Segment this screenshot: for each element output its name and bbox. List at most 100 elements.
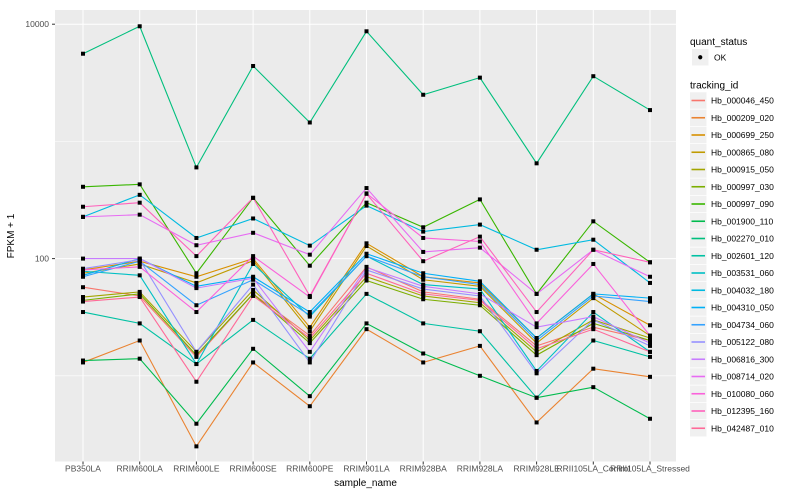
- x-tick-label: RRII105LA_Control: [556, 464, 630, 474]
- legend-entry-label: Hb_004032_180: [711, 285, 774, 295]
- legend-title-tracking-id: tracking_id: [690, 81, 738, 92]
- data-point: [421, 225, 426, 230]
- data-point: [534, 336, 539, 341]
- plot-panel: [55, 10, 676, 462]
- data-point: [534, 291, 539, 296]
- data-point: [307, 120, 312, 125]
- data-point: [591, 219, 596, 224]
- data-point: [534, 420, 539, 425]
- data-point: [534, 349, 539, 354]
- data-point: [477, 234, 482, 239]
- data-point: [421, 235, 426, 240]
- data-point: [477, 222, 482, 227]
- legend-entry-label: Hb_000915_050: [711, 165, 774, 175]
- legend-label-ok: OK: [714, 53, 727, 63]
- data-point: [81, 267, 85, 272]
- data-point: [364, 265, 369, 270]
- data-point: [534, 247, 539, 252]
- legend-entries: Hb_000046_450 Hb_000209_020 Hb_000699_250 H…: [690, 92, 774, 437]
- data-point: [251, 216, 256, 221]
- data-point: [591, 385, 596, 390]
- legend-entry-label: Hb_000865_080: [711, 147, 774, 157]
- data-point: [364, 271, 369, 276]
- ok-point-icon: [698, 55, 703, 60]
- x-axis-title: sample_name: [334, 478, 397, 489]
- data-point: [421, 92, 426, 97]
- data-point: [534, 161, 539, 166]
- data-point: [477, 303, 482, 308]
- data-point: [648, 323, 652, 328]
- data-point: [591, 293, 596, 298]
- data-point: [364, 321, 369, 326]
- data-point: [421, 293, 426, 298]
- data-point: [477, 291, 482, 296]
- x-tick-label: RRIM600LA: [117, 464, 164, 474]
- legend-entry-label: Hb_042487_010: [711, 423, 774, 433]
- data-point: [81, 51, 85, 56]
- data-point: [137, 273, 142, 278]
- data-point: [194, 444, 199, 449]
- data-point: [364, 291, 369, 296]
- data-point: [421, 271, 426, 276]
- data-point: [251, 360, 256, 365]
- data-point: [364, 186, 369, 191]
- data-point: [591, 317, 596, 322]
- data-point: [591, 327, 596, 332]
- data-point: [194, 286, 199, 291]
- data-point: [477, 287, 482, 292]
- data-point: [194, 362, 199, 367]
- data-point: [421, 297, 426, 302]
- data-point: [648, 374, 652, 379]
- data-point: [477, 279, 482, 284]
- data-point: [364, 254, 369, 259]
- data-point: [251, 293, 256, 298]
- data-point: [421, 259, 426, 264]
- data-point: [251, 230, 256, 235]
- data-point: [648, 341, 652, 346]
- data-point: [364, 278, 369, 283]
- data-point: [534, 341, 539, 346]
- data-point: [307, 325, 312, 330]
- data-point: [534, 310, 539, 315]
- data-point: [591, 321, 596, 326]
- data-point: [648, 349, 652, 354]
- data-point: [194, 165, 199, 170]
- x-tick-label: RRIM600SE: [229, 464, 277, 474]
- data-point: [194, 353, 199, 358]
- data-point: [307, 394, 312, 399]
- data-point: [364, 274, 369, 279]
- data-point: [591, 338, 596, 343]
- data-point: [137, 356, 142, 361]
- legend-entry-label: Hb_004310_050: [711, 303, 774, 313]
- data-point: [648, 280, 652, 285]
- data-point: [137, 338, 142, 343]
- data-point: [307, 313, 312, 318]
- legend-entry-label: Hb_000997_030: [711, 182, 774, 192]
- data-point: [421, 229, 426, 234]
- data-point: [421, 321, 426, 326]
- data-points: [81, 24, 652, 449]
- data-point: [251, 258, 256, 263]
- data-point: [477, 75, 482, 80]
- data-point: [81, 274, 85, 279]
- data-point: [307, 333, 312, 338]
- data-point: [251, 291, 256, 296]
- legend-entry-label: Hb_006816_300: [711, 354, 774, 364]
- data-point: [534, 338, 539, 343]
- data-point: [307, 338, 312, 343]
- data-point: [307, 310, 312, 315]
- data-point: [591, 74, 596, 79]
- data-point: [251, 256, 256, 261]
- data-point: [194, 280, 199, 285]
- data-point: [477, 239, 482, 244]
- data-point: [194, 310, 199, 315]
- data-point: [251, 282, 256, 287]
- data-point: [194, 379, 199, 384]
- data-point: [591, 366, 596, 371]
- x-tick-label: RRIM901LA: [343, 464, 390, 474]
- data-point: [364, 267, 369, 272]
- y-tick-label: 10000: [25, 19, 49, 29]
- data-point: [307, 263, 312, 268]
- data-point: [251, 276, 256, 281]
